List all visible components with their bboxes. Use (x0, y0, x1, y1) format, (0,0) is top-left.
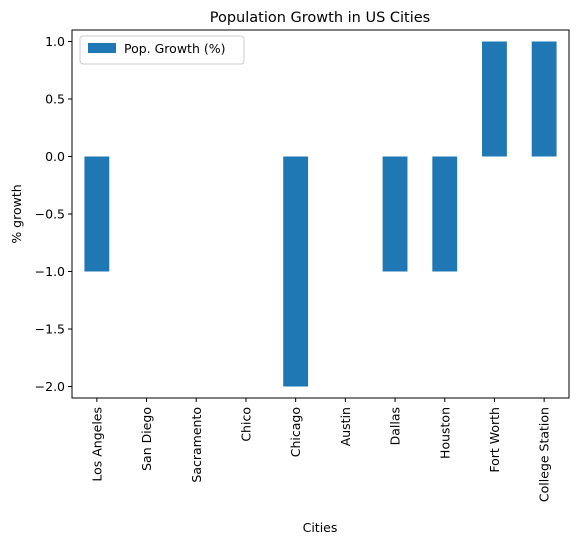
y-tick-label: 0.5 (45, 92, 65, 107)
y-axis: 1.0 0.5 0.0 −0.5 −1.0 −1.5 −2.0 (35, 34, 72, 394)
bars-group (84, 41, 557, 387)
y-tick-label: 0.0 (45, 149, 65, 164)
y-tick-label: 1.0 (45, 34, 65, 49)
x-axis: Los Angeles San Diego Sacramento Chico Chica… (89, 398, 552, 502)
legend-box (79, 35, 245, 65)
y-tick-label: −2.0 (35, 379, 65, 394)
x-tick-label: Chicago (288, 407, 303, 457)
x-tick-label: Houston (437, 407, 452, 459)
y-tick-label: −1.5 (35, 322, 65, 337)
x-tick-label: Fort Worth (487, 407, 502, 473)
bar-chicago (283, 156, 309, 387)
x-tick-label: San Diego (139, 407, 154, 471)
x-tick-label: Los Angeles (89, 407, 104, 482)
legend-swatch (88, 43, 116, 53)
x-tick-label: Sacramento (189, 407, 204, 483)
x-tick-label: Chico (238, 407, 253, 442)
chart-title: Population Growth in US Cities (210, 10, 430, 26)
bar-houston (432, 156, 458, 272)
bar-los-angeles (84, 156, 110, 272)
x-tick-label: Dallas (388, 407, 403, 445)
y-tick-label: −1.0 (35, 264, 65, 279)
x-tick-label: Austin (338, 407, 353, 446)
legend-label: Pop. Growth (%) (124, 41, 225, 56)
bar-dallas (382, 156, 408, 272)
y-tick-label: −0.5 (35, 207, 65, 222)
plot-frame (71, 29, 570, 399)
legend: Pop. Growth (%) (79, 35, 245, 65)
bar-fort-worth (482, 41, 507, 157)
y-axis-label: % growth (9, 184, 24, 243)
x-tick-label: College Station (537, 407, 552, 502)
bar-college-station (531, 41, 557, 157)
x-axis-label: Cities (303, 520, 338, 535)
